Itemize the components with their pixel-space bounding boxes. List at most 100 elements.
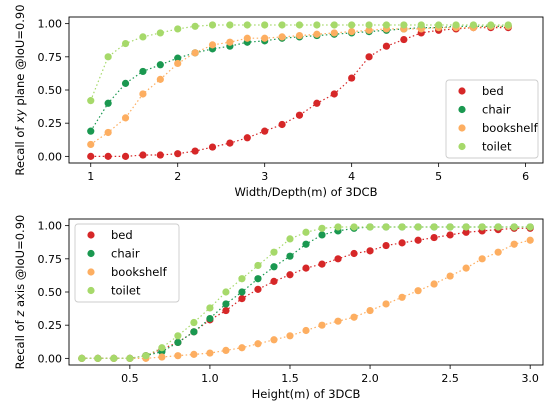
data-point-bed	[366, 247, 374, 255]
data-point-chair	[286, 252, 294, 260]
data-point-bookshelf	[261, 34, 269, 42]
data-point-toilet	[318, 224, 326, 232]
legend-marker-toilet	[87, 286, 95, 295]
data-point-bookshelf	[190, 350, 198, 358]
data-point-chair	[254, 275, 262, 283]
data-point-toilet	[87, 97, 95, 105]
data-point-toilet	[295, 21, 304, 29]
data-point-toilet	[174, 25, 182, 33]
data-point-bookshelf	[270, 336, 278, 344]
data-point-bed	[87, 152, 95, 160]
data-point-toilet	[365, 21, 373, 29]
data-point-toilet	[462, 223, 470, 231]
data-point-bed	[330, 90, 338, 98]
data-point-toilet	[452, 21, 460, 29]
data-point-toilet	[174, 332, 182, 340]
data-point-chair	[174, 54, 182, 62]
data-point-bed	[348, 74, 356, 82]
x-tick-label: 6	[522, 170, 529, 183]
data-point-chair	[139, 67, 147, 76]
data-point-bookshelf	[348, 28, 356, 36]
data-point-chair	[87, 127, 95, 135]
data-point-bookshelf	[526, 236, 534, 244]
data-point-bed	[222, 306, 230, 315]
legend-marker-bed	[458, 87, 466, 95]
data-point-bed	[446, 231, 454, 239]
data-point-bed	[191, 147, 199, 155]
data-point-bookshelf	[330, 29, 338, 37]
data-point-toilet	[191, 22, 199, 30]
data-point-bed	[313, 99, 321, 107]
data-point-toilet	[400, 21, 408, 29]
data-point-toilet	[494, 223, 502, 231]
y-axis-label: Recall of xy plane @IoU=0.90	[13, 4, 27, 175]
data-point-toilet	[350, 223, 358, 231]
data-point-toilet	[270, 248, 278, 256]
data-point-toilet	[510, 223, 518, 231]
data-point-toilet	[78, 354, 86, 362]
data-point-bookshelf	[254, 340, 262, 348]
data-point-toilet	[158, 344, 166, 352]
y-tick-label: 0.50	[38, 286, 63, 299]
data-point-bookshelf	[286, 332, 294, 340]
data-point-bookshelf	[104, 128, 112, 137]
data-point-toilet	[446, 223, 454, 231]
data-point-bed	[104, 152, 112, 160]
data-point-bookshelf	[139, 90, 147, 98]
legend: bed chair bookshelf toilet	[74, 223, 180, 303]
data-point-toilet	[313, 21, 321, 29]
data-point-toilet	[222, 288, 230, 296]
data-point-bookshelf	[478, 255, 486, 263]
data-point-chair	[206, 314, 214, 323]
data-point-bookshelf	[398, 293, 406, 301]
x-tick-label: 2.5	[441, 372, 459, 385]
chart-2: 0.5 1.0 1.5 2.0 2.5 3.0 0.00 0.25 0.50 0.75 1.00 He…	[13, 215, 544, 401]
data-point-bed	[318, 260, 326, 268]
data-point-toilet	[104, 53, 112, 61]
data-point-bookshelf	[510, 240, 518, 248]
data-point-bed	[350, 249, 358, 258]
data-point-toilet	[278, 21, 286, 29]
data-point-bed	[208, 143, 217, 151]
y-axis-label: Recall of z axis @IoU=0.90	[13, 215, 27, 370]
data-point-toilet	[478, 223, 486, 231]
data-point-bed	[278, 120, 286, 129]
data-point-bookshelf	[414, 287, 422, 295]
data-point-toilet	[110, 354, 118, 362]
data-point-toilet	[286, 235, 294, 243]
x-tick-label: 1.5	[281, 372, 299, 385]
data-point-bookshelf	[365, 26, 373, 34]
data-point-toilet	[348, 21, 356, 29]
series-toilet	[87, 21, 512, 105]
data-point-toilet	[435, 21, 443, 29]
data-point-bed	[334, 255, 342, 263]
data-point-bed	[400, 35, 408, 44]
data-point-bookshelf	[366, 306, 374, 315]
data-point-bookshelf	[174, 352, 182, 360]
data-point-bookshelf	[238, 344, 246, 352]
data-point-toilet	[226, 21, 234, 29]
legend: bed chair bookshelf toilet	[445, 79, 539, 159]
data-point-bookshelf	[278, 33, 286, 41]
data-point-bed	[430, 233, 438, 242]
legend-label-bed: bed	[111, 228, 133, 242]
data-point-bookshelf	[350, 313, 358, 321]
y-tick-label: 0.75	[38, 253, 63, 266]
data-point-toilet	[382, 21, 391, 29]
x-tick-label: 1	[87, 170, 94, 183]
data-point-toilet	[302, 228, 310, 236]
data-point-bookshelf	[446, 272, 454, 280]
data-point-toilet	[208, 21, 217, 29]
data-point-toilet	[142, 352, 150, 360]
data-point-toilet	[254, 261, 262, 270]
data-point-toilet	[126, 354, 134, 362]
x-axis-label: Height(m) of 3DCB	[252, 387, 361, 401]
x-tick-label: 3	[261, 170, 268, 183]
legend-label-chair: chair	[482, 103, 511, 117]
data-point-toilet	[430, 223, 438, 231]
data-point-chair	[190, 328, 198, 336]
data-point-toilet	[526, 223, 534, 231]
data-point-toilet	[156, 29, 164, 37]
legend-label-toilet: toilet	[482, 140, 512, 154]
